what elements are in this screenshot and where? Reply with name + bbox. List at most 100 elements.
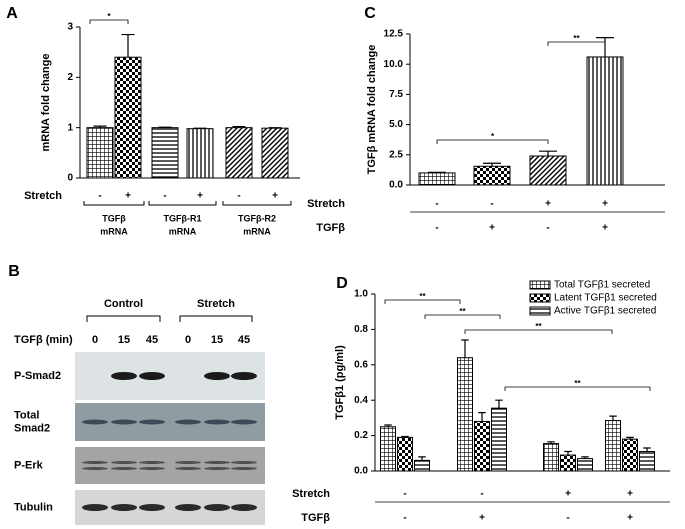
error-bar bbox=[418, 456, 426, 461]
blot-band bbox=[139, 372, 165, 380]
bar bbox=[491, 407, 507, 472]
group-label: mRNA bbox=[169, 226, 197, 236]
significance-label: * bbox=[107, 12, 111, 21]
significance-bracket bbox=[547, 41, 606, 46]
group-bracket bbox=[83, 201, 145, 206]
blot-band bbox=[111, 372, 137, 380]
y-tick-label: 5.0 bbox=[389, 119, 403, 130]
row-value: - bbox=[435, 223, 438, 234]
lane: 45 bbox=[146, 334, 158, 346]
bar bbox=[473, 165, 511, 186]
row-value: + bbox=[565, 489, 571, 500]
row-value: - bbox=[480, 489, 483, 500]
row-value: + bbox=[479, 513, 485, 524]
significance-bracket bbox=[384, 299, 461, 304]
group-label: TGFβ-R2 bbox=[238, 213, 276, 223]
bar bbox=[86, 127, 114, 179]
blot-band bbox=[139, 504, 165, 511]
bar bbox=[397, 436, 413, 472]
blot-band bbox=[82, 504, 108, 511]
y-axis-label: mRNA fold change bbox=[40, 54, 52, 152]
bar bbox=[639, 451, 655, 472]
group-label: TGFβ bbox=[102, 213, 126, 223]
error-bar bbox=[547, 441, 555, 444]
row-value: + bbox=[627, 513, 633, 524]
blot-band bbox=[204, 419, 230, 425]
blot-band bbox=[82, 461, 108, 464]
lane: 15 bbox=[118, 334, 130, 346]
row-value: + bbox=[602, 223, 608, 234]
legend-swatch bbox=[529, 306, 551, 316]
row-label: P-Erk bbox=[14, 459, 44, 471]
row-value: - bbox=[403, 489, 406, 500]
blot-band bbox=[111, 419, 137, 425]
error-bar bbox=[643, 447, 651, 452]
lane-label: TGFβ (min) bbox=[14, 334, 73, 346]
y-tick-label: 1.0 bbox=[354, 289, 368, 300]
blot-band bbox=[82, 467, 108, 470]
row-value: - bbox=[546, 223, 549, 234]
blot-band bbox=[175, 467, 201, 470]
blot-band bbox=[111, 467, 137, 470]
error-bar bbox=[268, 127, 282, 129]
y-axis-label: TGFβ1 (pg/ml) bbox=[334, 345, 346, 420]
blot-band bbox=[139, 467, 165, 470]
significance-label: * bbox=[491, 132, 495, 141]
group-bracket bbox=[148, 201, 217, 206]
y-tick-label: 10.0 bbox=[384, 59, 404, 70]
significance-label: ** bbox=[535, 322, 542, 331]
significance-bracket bbox=[424, 314, 501, 319]
row-value: - bbox=[435, 199, 438, 210]
significance-bracket bbox=[504, 386, 651, 391]
significance-label: ** bbox=[574, 379, 581, 388]
legend-label: Total TGFβ1 secreted bbox=[554, 280, 650, 291]
row-label: Stretch bbox=[307, 198, 345, 210]
row-value: - bbox=[237, 191, 240, 202]
bar bbox=[261, 127, 289, 179]
legend-swatch bbox=[529, 280, 551, 290]
group-label: Control bbox=[104, 298, 143, 310]
group-label: TGFβ-R1 bbox=[164, 213, 202, 223]
bar bbox=[114, 56, 142, 179]
row-value: + bbox=[272, 191, 278, 202]
blot-band bbox=[111, 504, 137, 511]
row-value: - bbox=[566, 513, 569, 524]
blot-band bbox=[204, 461, 230, 464]
row-label: Tubulin bbox=[14, 501, 53, 513]
lane: 45 bbox=[238, 334, 250, 346]
error-bar bbox=[539, 150, 557, 157]
error-bar bbox=[193, 127, 207, 129]
panel-label: D bbox=[336, 275, 348, 292]
error-bar bbox=[93, 125, 107, 128]
bar bbox=[622, 438, 638, 472]
row-value: + bbox=[602, 199, 608, 210]
blot-band bbox=[204, 504, 230, 511]
bar bbox=[577, 458, 593, 472]
error-bar bbox=[495, 399, 503, 409]
lane: 0 bbox=[92, 334, 98, 346]
y-tick-label: 0.2 bbox=[354, 430, 368, 441]
error-bar bbox=[384, 424, 392, 427]
blot-band bbox=[231, 504, 257, 511]
error-bar bbox=[478, 411, 486, 422]
bar bbox=[418, 172, 456, 186]
y-tick-label: 0.0 bbox=[354, 466, 368, 477]
blot-band bbox=[231, 467, 257, 470]
y-tick-label: 3 bbox=[67, 22, 73, 33]
y-tick-label: 0.6 bbox=[354, 359, 368, 370]
y-tick-label: 2 bbox=[67, 72, 73, 83]
row-value: - bbox=[403, 513, 406, 524]
y-tick-label: 0.8 bbox=[354, 324, 368, 335]
row-label: TGFβ bbox=[301, 512, 330, 524]
y-tick-label: 7.5 bbox=[389, 89, 403, 100]
row-label: Total bbox=[14, 409, 39, 421]
blot-band bbox=[139, 419, 165, 425]
row-value: + bbox=[489, 223, 495, 234]
bar bbox=[474, 420, 490, 472]
panel-label: A bbox=[6, 5, 18, 22]
group-label: Stretch bbox=[197, 298, 235, 310]
y-tick-label: 0.4 bbox=[354, 395, 368, 406]
legend-label: Active TGFβ1 secreted bbox=[554, 306, 656, 317]
significance-label: ** bbox=[459, 307, 466, 316]
